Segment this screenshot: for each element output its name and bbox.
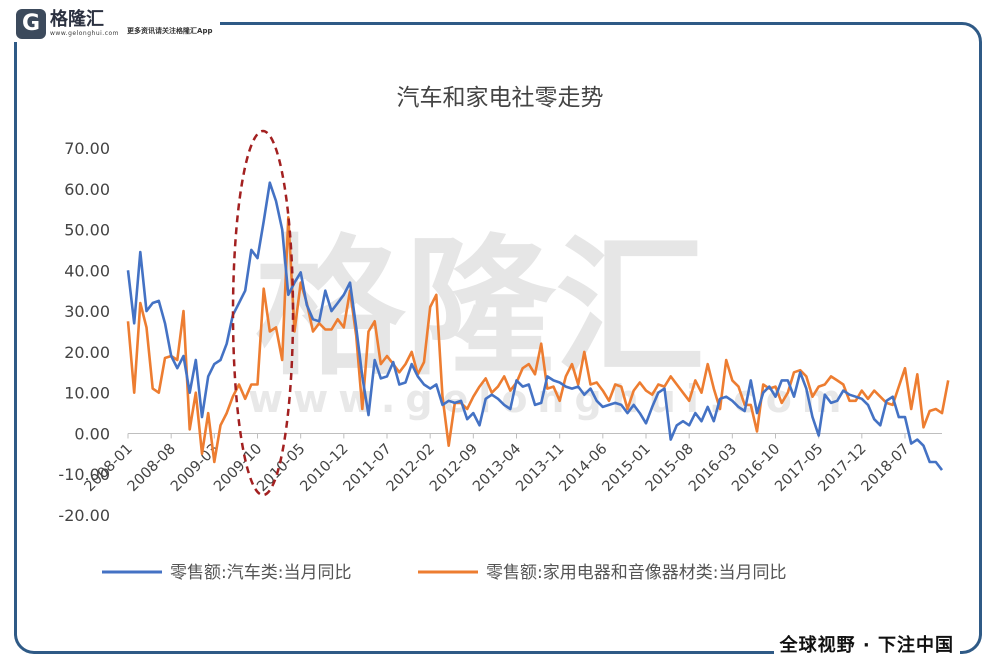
series-lines <box>126 181 950 471</box>
y-tick-label: -10.00 <box>58 465 110 484</box>
footer-slogan: 全球视野 · 下注中国 <box>773 631 960 657</box>
y-tick-label: -20.00 <box>58 506 110 525</box>
chart-frame <box>14 22 982 654</box>
logo-url: www.gelonghui.com <box>50 30 120 37</box>
x-tick-label: 2018-07 <box>859 441 913 495</box>
brand-logo: G 格隆汇 www.gelonghui.com 更多资讯请关注格隆汇App <box>12 6 221 42</box>
y-tick-label: 30.00 <box>64 302 110 321</box>
logo-name: 格隆汇 <box>50 9 104 30</box>
y-tick-label: 60.00 <box>64 180 110 199</box>
series-line-auto <box>126 181 944 471</box>
chart-title: 汽车和家电社零走势 <box>397 85 604 111</box>
y-tick-label: 20.00 <box>64 343 110 362</box>
highlight-ellipse <box>231 129 295 497</box>
series-line-appliance <box>126 216 950 464</box>
y-tick-label: 0.00 <box>74 424 110 443</box>
legend: 零售额:汽车类:当月同比 零售额:家用电器和音像器材类:当月同比 <box>102 563 786 583</box>
logo-tagline: 更多资讯请关注格隆汇App <box>127 27 213 35</box>
legend-label-auto: 零售额:汽车类:当月同比 <box>170 563 351 583</box>
logo-mark-icon: G <box>16 9 46 39</box>
y-tick-label: 50.00 <box>64 221 110 240</box>
y-axis: 70.00 60.00 50.00 40.00 30.00 20.00 10.00 0.00 -… <box>58 139 110 525</box>
y-tick-label: 10.00 <box>64 384 110 403</box>
y-tick-label: 70.00 <box>64 139 110 158</box>
y-tick-label: 40.00 <box>64 261 110 280</box>
legend-label-appliance: 零售额:家用电器和音像器材类:当月同比 <box>486 563 786 583</box>
